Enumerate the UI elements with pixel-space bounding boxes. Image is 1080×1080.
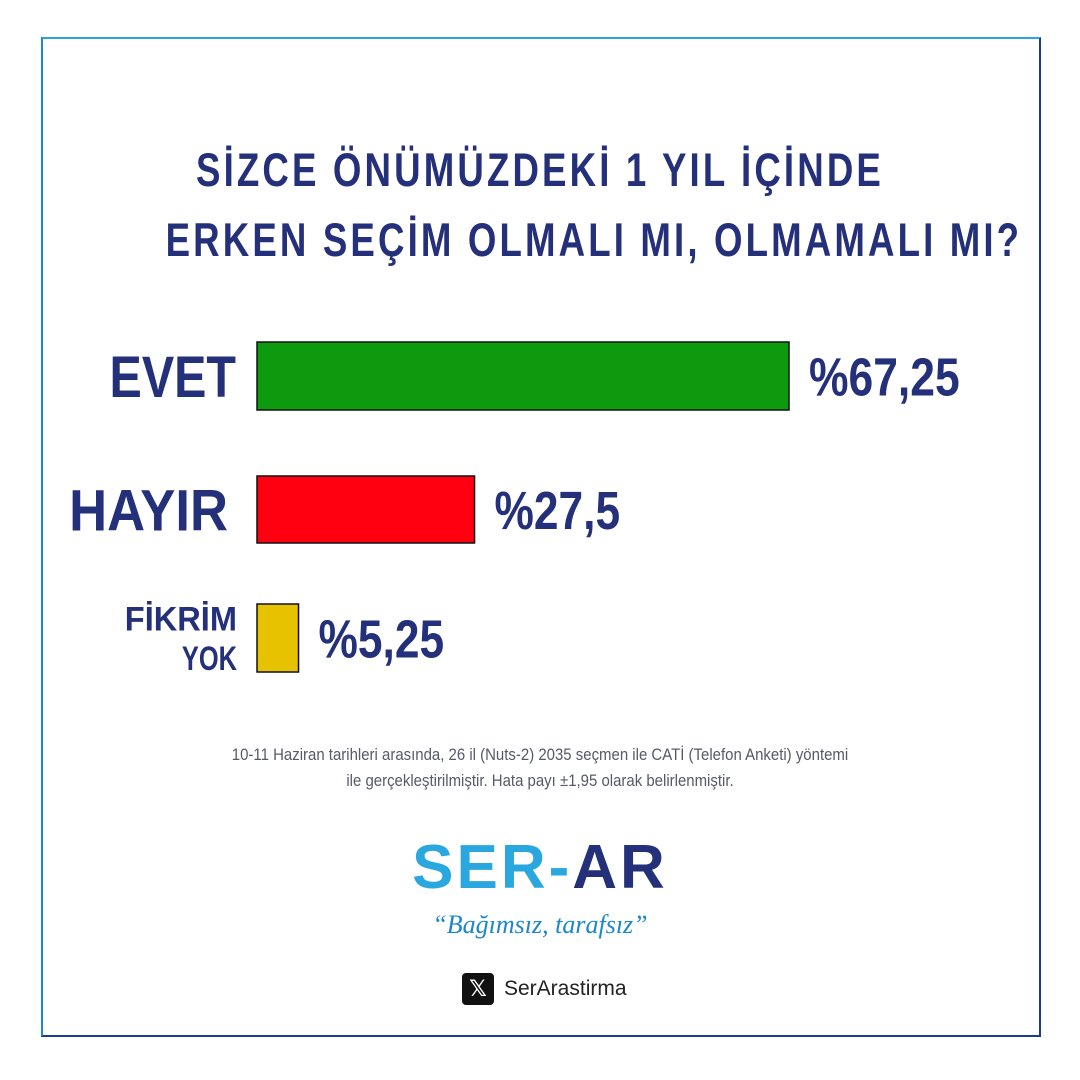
category-label-3-line-2: YOK bbox=[182, 640, 237, 678]
ser-ar-logo: SER-AR bbox=[0, 833, 1080, 903]
bar-1 bbox=[256, 341, 790, 411]
x-logo-icon: 𝕏 bbox=[462, 973, 494, 1005]
bar-3 bbox=[256, 603, 300, 673]
chart-title: SİZCE ÖNÜMÜZDEKİ 1 YIL İÇİNDE ERKEN SEÇİ… bbox=[165, 135, 1023, 275]
note-line-2: ile gerçekleştirilmiştir. Hata payı ±1,9… bbox=[346, 771, 734, 790]
logo-part-ar: AR bbox=[572, 833, 668, 902]
bar-2 bbox=[256, 475, 476, 544]
value-label-2: %27,5 bbox=[495, 481, 621, 541]
logo-text: SER-AR bbox=[412, 833, 668, 903]
title-line-2: ERKEN SEÇİM OLMALI MI, OLMAMALI MI? bbox=[165, 213, 1023, 266]
value-label-1: %67,25 bbox=[809, 347, 960, 407]
logo-part-ser: SER bbox=[412, 833, 549, 902]
survey-note: 10-11 Haziran tarihleri arasında, 26 il … bbox=[144, 742, 936, 794]
category-label-1: EVET bbox=[110, 345, 236, 410]
category-label-3-line-1: FİKRİM bbox=[125, 601, 237, 639]
social-handle[interactable]: 𝕏 SerArastirma bbox=[462, 973, 627, 1005]
category-label-2: HAYIR bbox=[69, 478, 228, 543]
slogan: “Bağımsız, tarafsız” bbox=[432, 910, 648, 939]
logo-dash: - bbox=[548, 833, 573, 902]
social-handle-text[interactable]: SerArastirma bbox=[504, 977, 627, 1000]
value-label-3: %5,25 bbox=[319, 609, 445, 669]
frame-border bbox=[41, 37, 1041, 1037]
note-line-1: 10-11 Haziran tarihleri arasında, 26 il … bbox=[231, 745, 849, 764]
title-line-1: SİZCE ÖNÜMÜZDEKİ 1 YIL İÇİNDE bbox=[196, 143, 884, 196]
